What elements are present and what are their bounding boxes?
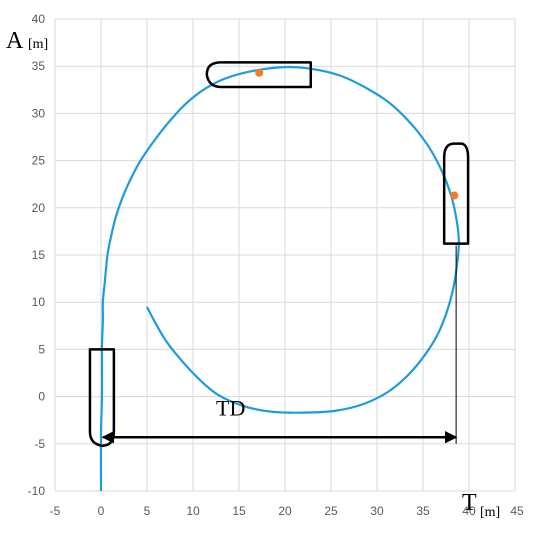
trajectory-line [99,65,460,492]
ship-outline [205,61,313,89]
x-tick-label: 20 [278,504,292,518]
y-tick-label: 30 [32,106,46,120]
y-tick-label: 35 [32,59,46,73]
x-axis-unit: [m] [480,505,500,520]
x-tick-label: 25 [324,504,338,518]
y-tick-label: 20 [32,201,46,215]
position-marker [255,68,264,77]
position-marker [450,191,459,200]
ship-outline [442,142,470,245]
x-tick-label: 15 [232,504,246,518]
axis-titles: A [m] T [m] [6,28,500,520]
y-axis-unit: [m] [28,37,48,52]
y-tick-label: 40 [32,12,46,26]
x-tick-label: -5 [50,504,61,518]
tick-labels: -5 0 5 10 15 20 25 30 35 40 45 -10 -5 0 5 10 15 20 25 30 35 4… [28,12,524,518]
x-tick-label: 0 [98,504,105,518]
x-tick-label: 40 [462,504,476,518]
x-tick-label: 45 [510,504,524,518]
y-tick-label: 0 [38,390,45,404]
y-tick-label: -10 [28,484,46,498]
x-axis-label: T [462,490,477,516]
grid [54,18,516,492]
y-tick-label: 25 [32,154,46,168]
x-tick-label: 5 [144,504,151,518]
markers [255,68,459,200]
trajectory [99,65,460,492]
annotations: TD [101,245,458,444]
td-label: TD [216,395,245,420]
y-tick-label: -5 [34,437,45,451]
y-tick-label: 15 [32,248,46,262]
y-tick-label: 5 [38,342,45,356]
y-tick-label: 10 [32,295,46,309]
x-tick-label: 30 [370,504,384,518]
y-axis-label: A [6,28,24,54]
x-tick-label: 35 [416,504,430,518]
x-tick-label: 10 [186,504,200,518]
